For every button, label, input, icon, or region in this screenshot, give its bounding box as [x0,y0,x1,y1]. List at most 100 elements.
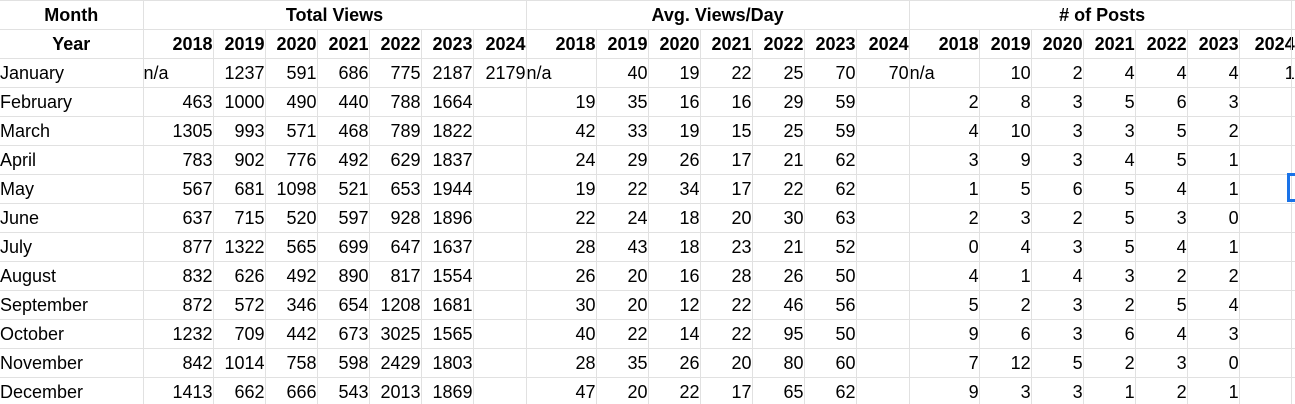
cell-total_views-2019-october[interactable]: 709 [213,319,266,349]
year-header-cell-num_posts-2020[interactable]: 2020 [1031,29,1084,59]
cell-total_views-2020-march[interactable]: 571 [265,116,318,146]
cell-num_posts-2021-february[interactable]: 5 [1083,87,1136,117]
month-cell-october[interactable]: October [0,319,144,349]
cell-num_posts-2020-december[interactable]: 3 [1031,377,1084,404]
cell-avg_views_day-2022-december[interactable]: 65 [752,377,805,404]
year-header-cell-total_views-2023[interactable]: 2023 [421,29,474,59]
cell-avg_views_day-2021-june[interactable]: 20 [700,203,753,233]
cell-avg_views_day-2024-september[interactable] [856,290,910,320]
cell-total_views-2024-october[interactable] [473,319,527,349]
cell-total_views-2018-april[interactable]: 783 [143,145,214,175]
cell-total_views-2018-may[interactable]: 567 [143,174,214,204]
cell-avg_views_day-2021-january[interactable]: 22 [700,58,753,88]
cell-num_posts-2018-september[interactable]: 5 [909,290,980,320]
cell-avg_views_day-2021-november[interactable]: 20 [700,348,753,378]
cell-num_posts-2020-august[interactable]: 4 [1031,261,1084,291]
cell-total_views-2024-december[interactable] [473,377,527,404]
cell-avg_views_day-2020-february[interactable]: 16 [648,87,701,117]
cell-num_posts-2024-july[interactable] [1239,232,1295,262]
cell-total_views-2024-august[interactable] [473,261,527,291]
year-header-cell-num_posts-2018[interactable]: 2018 [909,29,980,59]
cell-avg_views_day-2020-january[interactable]: 19 [648,58,701,88]
cell-num_posts-2024-november[interactable] [1239,348,1295,378]
cell-num_posts-2019-april[interactable]: 9 [979,145,1032,175]
cell-avg_views_day-2023-november[interactable]: 60 [804,348,857,378]
cell-num_posts-2023-november[interactable]: 0 [1187,348,1240,378]
month-cell-june[interactable]: June [0,203,144,233]
cell-avg_views_day-2024-october[interactable] [856,319,910,349]
cell-avg_views_day-2019-october[interactable]: 22 [596,319,649,349]
cell-total_views-2022-july[interactable]: 647 [369,232,422,262]
cell-total_views-2023-december[interactable]: 1869 [421,377,474,404]
cell-total_views-2018-september[interactable]: 872 [143,290,214,320]
cell-avg_views_day-2018-december[interactable]: 47 [526,377,597,404]
month-cell-december[interactable]: December [0,377,144,404]
cell-num_posts-2023-august[interactable]: 2 [1187,261,1240,291]
year-header-cell-total_views-2020[interactable]: 2020 [265,29,318,59]
cell-num_posts-2024-december[interactable] [1239,377,1295,404]
cell-total_views-2022-september[interactable]: 1208 [369,290,422,320]
cell-num_posts-2021-october[interactable]: 6 [1083,319,1136,349]
month-cell-march[interactable]: March [0,116,144,146]
cell-num_posts-2023-may[interactable]: 1 [1187,174,1240,204]
cell-num_posts-2024-february[interactable] [1239,87,1295,117]
cell-avg_views_day-2023-october[interactable]: 50 [804,319,857,349]
cell-num_posts-2023-september[interactable]: 4 [1187,290,1240,320]
cell-total_views-2020-february[interactable]: 490 [265,87,318,117]
cell-total_views-2021-october[interactable]: 673 [317,319,370,349]
cell-avg_views_day-2022-march[interactable]: 25 [752,116,805,146]
cell-num_posts-2018-may[interactable]: 1 [909,174,980,204]
cell-num_posts-2024-september[interactable] [1239,290,1295,320]
cell-total_views-2018-july[interactable]: 877 [143,232,214,262]
cell-total_views-2020-november[interactable]: 758 [265,348,318,378]
cell-total_views-2022-january[interactable]: 775 [369,58,422,88]
cell-num_posts-2022-february[interactable]: 6 [1135,87,1188,117]
cell-avg_views_day-2021-october[interactable]: 22 [700,319,753,349]
cell-num_posts-2023-october[interactable]: 3 [1187,319,1240,349]
cell-avg_views_day-2023-july[interactable]: 52 [804,232,857,262]
cell-avg_views_day-2022-november[interactable]: 80 [752,348,805,378]
cell-total_views-2019-march[interactable]: 993 [213,116,266,146]
cell-total_views-2018-march[interactable]: 1305 [143,116,214,146]
cell-num_posts-2020-january[interactable]: 2 [1031,58,1084,88]
cell-avg_views_day-2022-february[interactable]: 29 [752,87,805,117]
cell-total_views-2023-july[interactable]: 1637 [421,232,474,262]
cell-total_views-2024-june[interactable] [473,203,527,233]
cell-total_views-2024-may[interactable] [473,174,527,204]
cell-total_views-2020-july[interactable]: 565 [265,232,318,262]
cell-avg_views_day-2023-august[interactable]: 50 [804,261,857,291]
month-cell-august[interactable]: August [0,261,144,291]
cell-avg_views_day-2024-march[interactable] [856,116,910,146]
cell-num_posts-2019-march[interactable]: 10 [979,116,1032,146]
cell-num_posts-2019-june[interactable]: 3 [979,203,1032,233]
cell-avg_views_day-2018-january[interactable]: n/a [526,58,597,88]
month-cell-april[interactable]: April [0,145,144,175]
cell-total_views-2019-september[interactable]: 572 [213,290,266,320]
section-title-avg-views-day[interactable]: Avg. Views/Day [526,0,910,30]
cell-total_views-2018-december[interactable]: 1413 [143,377,214,404]
cell-total_views-2023-october[interactable]: 1565 [421,319,474,349]
cell-avg_views_day-2024-april[interactable] [856,145,910,175]
cell-avg_views_day-2022-april[interactable]: 21 [752,145,805,175]
cell-num_posts-2021-april[interactable]: 4 [1083,145,1136,175]
cell-num_posts-2020-july[interactable]: 3 [1031,232,1084,262]
cell-total_views-2023-march[interactable]: 1822 [421,116,474,146]
cell-avg_views_day-2019-august[interactable]: 20 [596,261,649,291]
cell-avg_views_day-2022-september[interactable]: 46 [752,290,805,320]
cell-num_posts-2024-june[interactable] [1239,203,1295,233]
cell-avg_views_day-2018-march[interactable]: 42 [526,116,597,146]
cell-num_posts-2024-january[interactable]: 1 [1239,58,1295,88]
cell-total_views-2022-august[interactable]: 817 [369,261,422,291]
cell-avg_views_day-2020-november[interactable]: 26 [648,348,701,378]
cell-total_views-2021-july[interactable]: 699 [317,232,370,262]
cell-avg_views_day-2018-july[interactable]: 28 [526,232,597,262]
year-header-cell-avg_views_day-2021[interactable]: 2021 [700,29,753,59]
cell-num_posts-2018-october[interactable]: 9 [909,319,980,349]
cell-num_posts-2022-march[interactable]: 5 [1135,116,1188,146]
cell-total_views-2019-january[interactable]: 1237 [213,58,266,88]
cell-num_posts-2022-october[interactable]: 4 [1135,319,1188,349]
cell-avg_views_day-2024-december[interactable] [856,377,910,404]
cell-num_posts-2018-february[interactable]: 2 [909,87,980,117]
cell-total_views-2018-june[interactable]: 637 [143,203,214,233]
cell-avg_views_day-2018-november[interactable]: 28 [526,348,597,378]
